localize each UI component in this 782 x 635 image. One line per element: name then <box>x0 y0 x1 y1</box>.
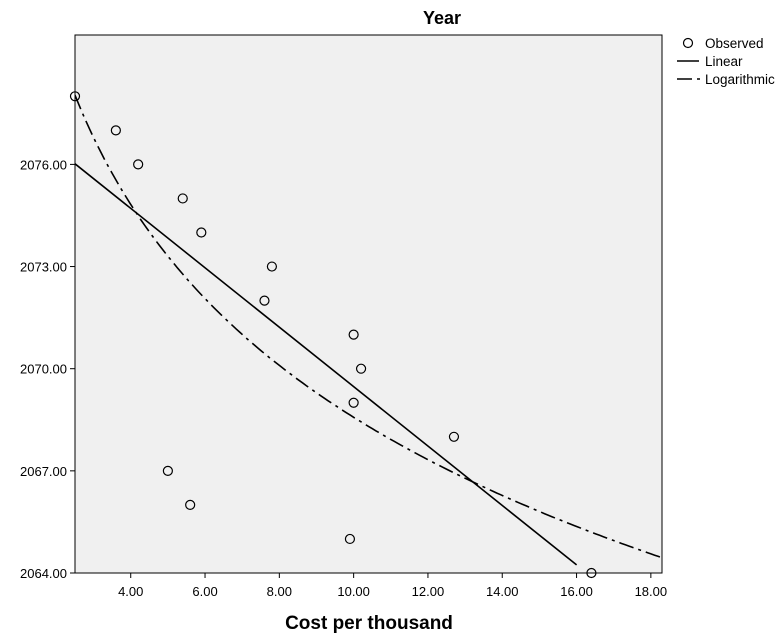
observed-point <box>185 499 196 510</box>
legend-observed-marker <box>682 37 694 49</box>
y-axis-ticks: 2064.00 2067.00 2070.00 2073.00 2076.00 <box>20 157 75 581</box>
x-tick-label: 18.00 <box>635 584 668 599</box>
chart-title: Year <box>423 8 461 28</box>
fit-lines <box>75 94 662 566</box>
y-tick-label: 2064.00 <box>20 566 67 581</box>
observed-point <box>110 125 121 136</box>
x-tick-label: 16.00 <box>560 584 593 599</box>
legend: Observed Linear Logarithmic <box>677 36 775 87</box>
y-tick-label: 2073.00 <box>20 260 67 275</box>
observed-markers <box>69 91 597 579</box>
logarithmic-fit-curve <box>75 94 662 559</box>
observed-point <box>344 533 356 545</box>
observed-point <box>133 159 144 170</box>
plot-area <box>74 34 663 574</box>
observed-point <box>586 567 597 579</box>
observed-point <box>355 363 367 374</box>
observed-point <box>177 193 188 204</box>
observed-point <box>266 261 278 272</box>
x-tick-label: 8.00 <box>267 584 292 599</box>
x-tick-label: 4.00 <box>118 584 143 599</box>
observed-point <box>348 397 359 408</box>
observed-point <box>448 431 460 442</box>
legend-logarithmic-label: Logarithmic <box>705 72 775 87</box>
observed-point <box>69 91 81 102</box>
linear-fit-line <box>75 163 578 566</box>
observed-point <box>196 227 207 238</box>
observed-point <box>259 295 270 306</box>
observed-point <box>162 465 173 476</box>
x-axis-ticks: 4.00 6.00 8.00 10.00 12.00 14.00 16.00 18.00 <box>118 573 667 599</box>
x-axis-label: Cost per thousand <box>285 613 453 634</box>
x-tick-label: 12.00 <box>412 584 445 599</box>
y-tick-label: 2076.00 <box>20 157 67 172</box>
observed-point <box>348 329 359 340</box>
plot-background <box>74 34 663 574</box>
x-tick-label: 14.00 <box>486 584 519 599</box>
x-tick-label: 6.00 <box>192 584 217 599</box>
y-tick-label: 2070.00 <box>20 362 67 377</box>
legend-observed-label: Observed <box>705 36 764 51</box>
x-tick-label: 10.00 <box>337 584 370 599</box>
legend-linear-label: Linear <box>705 54 743 69</box>
y-tick-label: 2067.00 <box>20 464 67 479</box>
